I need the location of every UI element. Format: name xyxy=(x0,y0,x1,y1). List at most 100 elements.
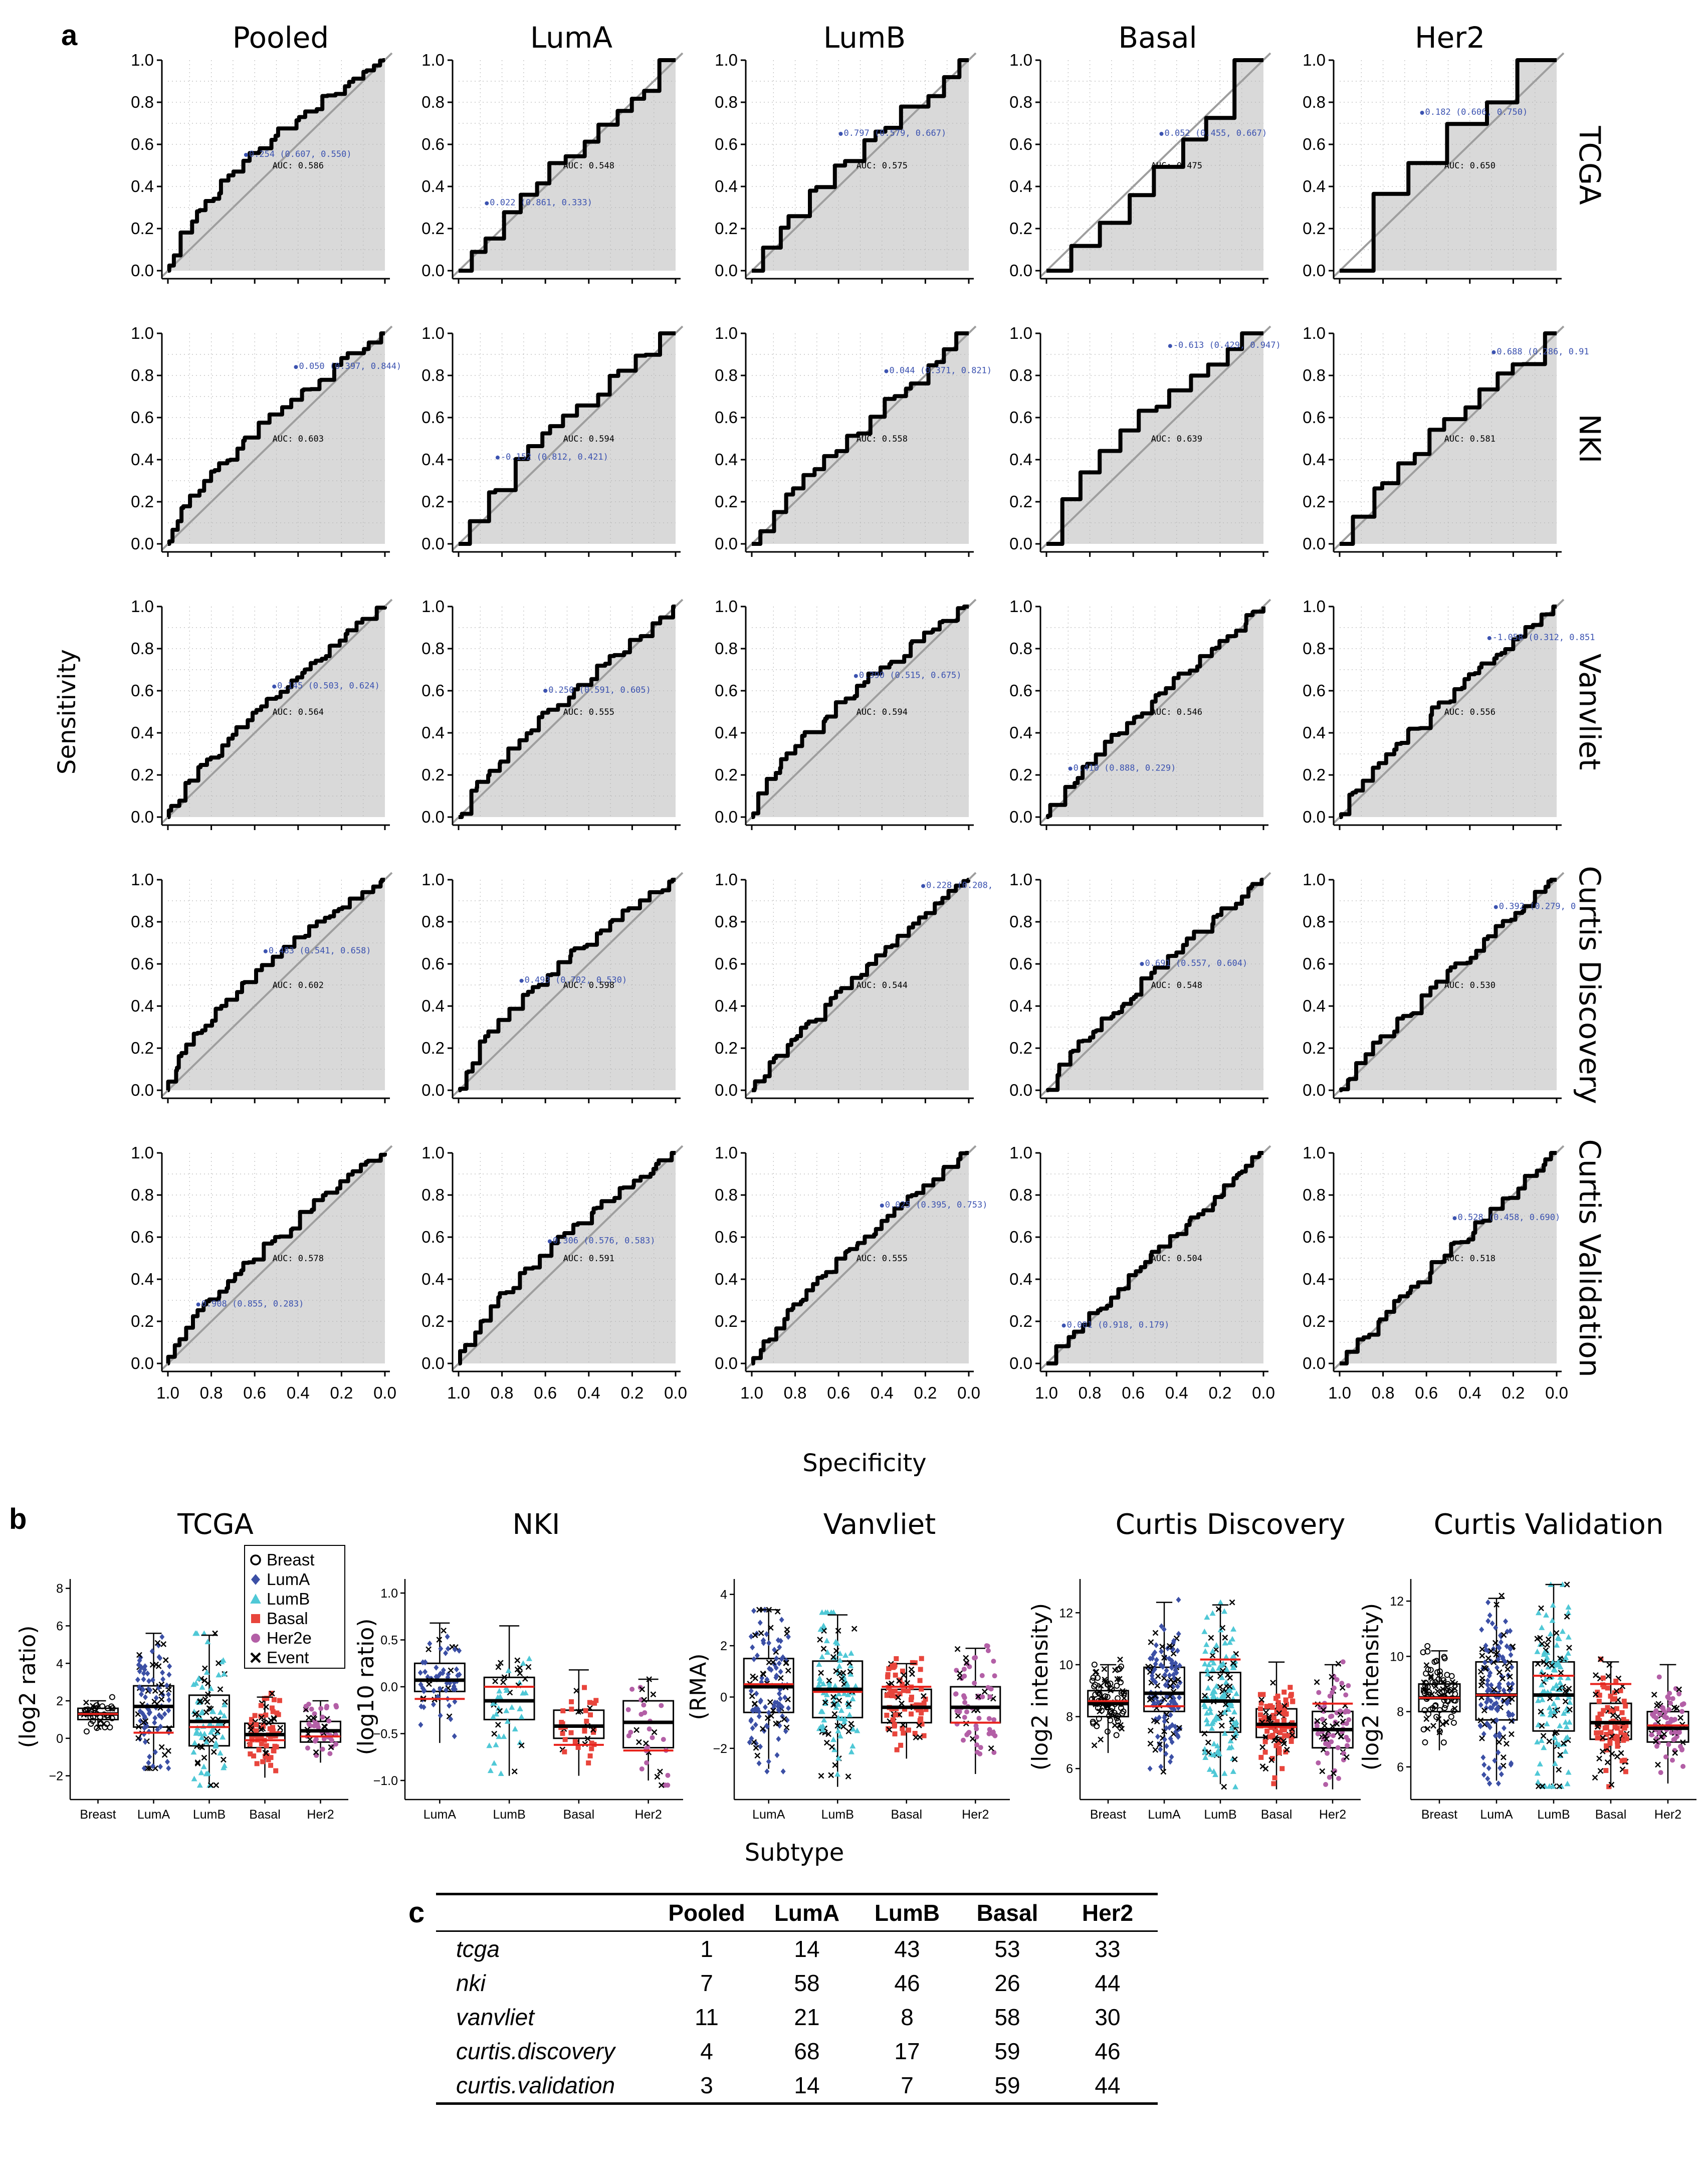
point-basal xyxy=(900,1682,905,1687)
point-event xyxy=(820,1646,827,1652)
point-her2 xyxy=(1344,1708,1349,1713)
point-basal xyxy=(1271,1781,1276,1787)
roc-panel: 0.025 (0.395, 0.753)AUC: 0.5550.00.20.40… xyxy=(715,1143,987,1402)
column-header-lumb: LumB xyxy=(823,21,906,55)
point-lumb xyxy=(1204,1720,1211,1726)
table-cell: 30 xyxy=(1095,2004,1121,2030)
point-event xyxy=(492,1678,499,1684)
y-tick-label: 0.0 xyxy=(131,808,154,826)
point-her2 xyxy=(1654,1743,1659,1749)
point-event xyxy=(1553,1630,1560,1636)
threshold-label: 0.044 (0.371, 0.821) xyxy=(889,366,992,376)
point-event xyxy=(830,1694,836,1700)
point-event xyxy=(764,1715,771,1721)
point-event xyxy=(1420,1687,1427,1693)
point-event xyxy=(1499,1593,1505,1599)
x-tick-label: 1.0 xyxy=(740,1383,763,1402)
table-header-row: Pooled LumA LumB Basal Her2 xyxy=(436,1894,1158,1931)
y-tick-label: 0.4 xyxy=(421,177,445,195)
point-lumb xyxy=(207,1685,214,1691)
point-basal xyxy=(268,1734,273,1739)
point-event xyxy=(1593,1672,1599,1678)
point-event xyxy=(753,1744,759,1751)
box-group: LumB xyxy=(483,1625,535,1822)
point-lumb xyxy=(1230,1626,1237,1632)
point-her2 xyxy=(1676,1730,1682,1735)
threshold-point xyxy=(519,978,524,983)
point-event xyxy=(1147,1740,1154,1747)
point-event xyxy=(1276,1710,1283,1716)
boxplot-y-label: (log10 ratio) xyxy=(353,1619,379,1755)
point-basal xyxy=(1281,1717,1287,1723)
point-event xyxy=(162,1657,169,1663)
point-event xyxy=(1609,1750,1615,1757)
point-luma xyxy=(782,1694,788,1701)
x-tick-label: 0.0 xyxy=(664,1383,687,1402)
point-basal xyxy=(1275,1700,1281,1705)
point-basal xyxy=(1272,1775,1277,1781)
point-her2 xyxy=(1321,1708,1327,1714)
point-luma xyxy=(1484,1720,1490,1727)
y-tick-label: 0.4 xyxy=(1009,450,1032,469)
point-her2 xyxy=(1669,1757,1675,1763)
roc-panel: -0.613 (0.429, 0.947)AUC: 0.6390.00.20.4… xyxy=(1009,324,1281,557)
point-event xyxy=(517,1665,523,1671)
y-tick-label: 0.4 xyxy=(1009,1270,1032,1288)
point-lumb xyxy=(190,1749,197,1755)
point-breast xyxy=(1114,1713,1121,1719)
point-her2 xyxy=(992,1673,997,1679)
y-tick-label: 0.0 xyxy=(380,1680,398,1694)
threshold-label: 0.306 (0.576, 0.583) xyxy=(553,1236,656,1246)
table-cell: nki xyxy=(456,1970,486,1996)
point-luma xyxy=(774,1752,780,1758)
point-lumb xyxy=(1209,1725,1215,1731)
point-basal xyxy=(277,1698,282,1703)
point-basal xyxy=(587,1700,592,1705)
y-tick-label: 0.0 xyxy=(715,534,738,553)
point-event xyxy=(981,1688,988,1695)
table-cell: 7 xyxy=(700,1970,713,1996)
point-event xyxy=(266,1719,272,1726)
auc-label: AUC: 0.594 xyxy=(857,707,908,717)
y-tick-label: 0.4 xyxy=(1303,177,1326,195)
y-tick-label: 12 xyxy=(1059,1606,1073,1620)
point-basal xyxy=(1603,1768,1609,1773)
point-event xyxy=(425,1646,432,1653)
point-event xyxy=(908,1666,915,1673)
point-basal xyxy=(249,1717,254,1722)
chance-diagonal xyxy=(745,872,977,1097)
point-lumb xyxy=(1562,1719,1569,1725)
point-lumb xyxy=(1222,1640,1228,1646)
threshold-label: 0.392 (0.279, 0 xyxy=(1499,902,1576,912)
point-her2 xyxy=(1334,1710,1340,1715)
point-event xyxy=(525,1664,532,1670)
legend-marker-scale xyxy=(251,1634,260,1643)
point-event xyxy=(749,1693,755,1699)
point-event xyxy=(1201,1730,1208,1737)
point-luma xyxy=(1164,1667,1169,1674)
point-lumb xyxy=(1539,1696,1546,1702)
point-her2 xyxy=(1666,1741,1671,1747)
point-basal xyxy=(256,1747,262,1752)
point-luma xyxy=(1508,1652,1514,1658)
point-lumb xyxy=(835,1727,841,1733)
roc-panel: 0.493 (0.702, 0.530)AUC: 0.5980.00.20.40… xyxy=(421,870,684,1103)
point-luma xyxy=(1496,1749,1501,1755)
box-group: LumA xyxy=(1475,1593,1518,1822)
point-lumb xyxy=(849,1743,856,1749)
table-cell: 43 xyxy=(894,1936,920,1962)
point-event xyxy=(1230,1660,1236,1666)
y-tick-label: 0.6 xyxy=(715,1228,738,1246)
y-tick-label: 0.4 xyxy=(1303,1270,1326,1288)
point-lumb xyxy=(1214,1742,1221,1748)
point-luma xyxy=(1497,1733,1503,1739)
roc-curve xyxy=(1340,331,1557,546)
point-basal xyxy=(1608,1729,1613,1735)
point-lumb xyxy=(193,1630,200,1636)
point-luma xyxy=(764,1631,769,1637)
y-tick-label: 0.0 xyxy=(715,1081,738,1099)
point-event xyxy=(835,1628,841,1634)
point-breast xyxy=(98,1720,104,1726)
point-event xyxy=(1218,1722,1225,1729)
auc-label: AUC: 0.546 xyxy=(1151,707,1202,717)
